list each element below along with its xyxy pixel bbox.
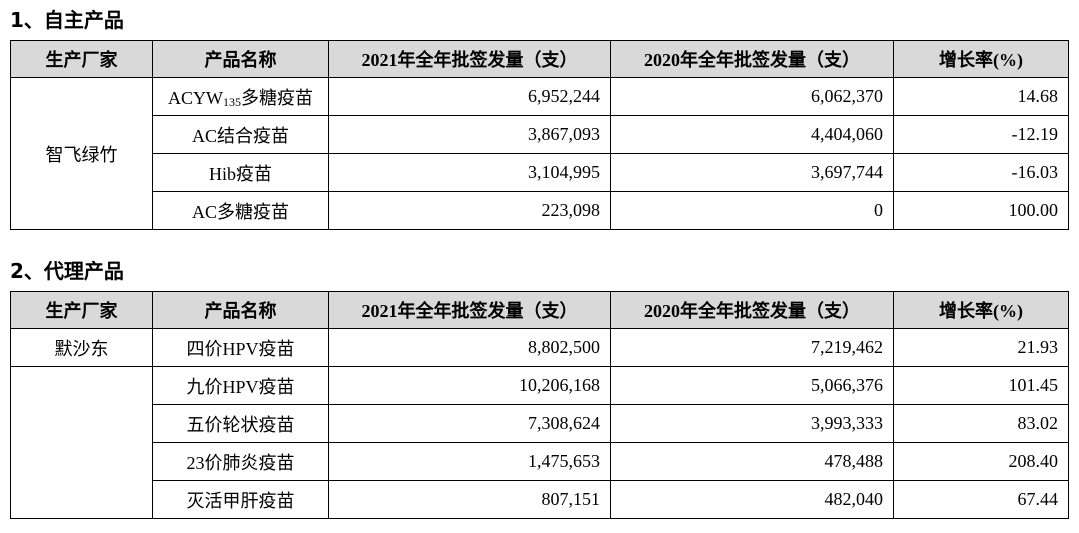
header-cell: 产品名称 <box>152 40 329 78</box>
product-cell: 五价轮状疫苗 <box>152 404 329 443</box>
number-cell: 83.02 <box>893 404 1069 443</box>
number-cell: 7,219,462 <box>610 328 894 367</box>
table-row: AC结合疫苗 3,867,093 4,404,060 -12.19 <box>11 115 1069 154</box>
number-cell: 4,404,060 <box>610 115 894 154</box>
section-title: 1、自主产品 <box>10 8 124 32</box>
number-cell: 8,802,500 <box>328 328 611 367</box>
number-cell: 3,867,093 <box>328 115 611 154</box>
table-row: 智飞绿竹 ACYW135多糖疫苗 6,952,244 6,062,370 14.68 <box>10 77 1069 230</box>
product-name: ACYW <box>168 87 223 108</box>
maker-cell: 智飞绿竹 <box>10 77 153 230</box>
number-cell: 482,040 <box>610 480 894 519</box>
data-table: 生产厂家 产品名称 2021年全年批签发量（支） 2020年全年批签发量（支） 增长率(… <box>10 40 1069 230</box>
product-cell: 灭活甲肝疫苗 <box>152 480 329 519</box>
product-cell: Hib疫苗 <box>152 153 329 192</box>
header-cell: 生产厂家 <box>10 291 153 329</box>
header-cell: 增长率(%) <box>893 291 1069 329</box>
number-cell: 5,066,376 <box>610 366 894 405</box>
number-cell: 3,993,333 <box>610 404 894 443</box>
number-cell: 3,104,995 <box>328 153 611 192</box>
header-row: 生产厂家 产品名称 2021年全年批签发量（支） 2020年全年批签发量（支） 增长率(… <box>10 291 1069 329</box>
header-row: 生产厂家 产品名称 2021年全年批签发量（支） 2020年全年批签发量（支） 增长率(… <box>10 40 1069 78</box>
number-cell: 10,206,168 <box>328 366 611 405</box>
product-cell: AC多糖疫苗 <box>152 191 329 230</box>
product-cell: ACYW135多糖疫苗 <box>152 77 329 116</box>
number-cell: 7,308,624 <box>328 404 611 443</box>
number-cell: 3,697,744 <box>610 153 894 192</box>
number-cell: 0 <box>610 191 894 230</box>
number-cell: 223,098 <box>328 191 611 230</box>
number-cell: 101.45 <box>893 366 1069 405</box>
number-cell: 100.00 <box>893 191 1069 230</box>
number-cell: 21.93 <box>893 328 1069 367</box>
header-cell: 2020年全年批签发量（支） <box>610 40 894 78</box>
product-cell: 九价HPV疫苗 <box>152 366 329 405</box>
header-cell: 2021年全年批签发量（支） <box>328 291 611 329</box>
product-cell: AC结合疫苗 <box>152 115 329 154</box>
number-cell: 67.44 <box>893 480 1069 519</box>
table-row: 默沙东 四价HPV疫苗 8,802,500 7,219,462 21.93 <box>10 328 1069 367</box>
header-cell: 生产厂家 <box>10 40 153 78</box>
number-cell: 1,475,653 <box>328 442 611 481</box>
table-row: 九价HPV疫苗 10,206,168 5,066,376 101.45 <box>10 366 1069 519</box>
number-cell: 6,952,244 <box>328 77 611 116</box>
data-table: 生产厂家 产品名称 2021年全年批签发量（支） 2020年全年批签发量（支） 增长率(… <box>10 291 1069 519</box>
number-cell: -12.19 <box>893 115 1069 154</box>
number-cell: -16.03 <box>893 153 1069 192</box>
maker-cell <box>10 366 153 519</box>
product-cell: 23价肺炎疫苗 <box>152 442 329 481</box>
header-cell: 2020年全年批签发量（支） <box>610 291 894 329</box>
table-row: 五价轮状疫苗 7,308,624 3,993,333 83.02 <box>11 404 1069 443</box>
number-cell: 14.68 <box>893 77 1069 116</box>
table-row: 23价肺炎疫苗 1,475,653 478,488 208.40 <box>11 442 1069 481</box>
number-cell: 807,151 <box>328 480 611 519</box>
header-cell: 2021年全年批签发量（支） <box>328 40 611 78</box>
header-cell: 产品名称 <box>152 291 329 329</box>
section-title: 2、代理产品 <box>10 259 124 283</box>
product-cell: 四价HPV疫苗 <box>152 328 329 367</box>
table-row: 灭活甲肝疫苗 807,151 482,040 67.44 <box>11 480 1069 519</box>
number-cell: 6,062,370 <box>610 77 894 116</box>
product-subscript: 135 <box>223 94 241 109</box>
product-name: 多糖疫苗 <box>241 87 313 108</box>
table-row: Hib疫苗 3,104,995 3,697,744 -16.03 <box>11 153 1069 192</box>
number-cell: 208.40 <box>893 442 1069 481</box>
number-cell: 478,488 <box>610 442 894 481</box>
table-row: AC多糖疫苗 223,098 0 100.00 <box>11 191 1069 230</box>
header-cell: 增长率(%) <box>893 40 1069 78</box>
maker-cell: 默沙东 <box>10 328 153 367</box>
